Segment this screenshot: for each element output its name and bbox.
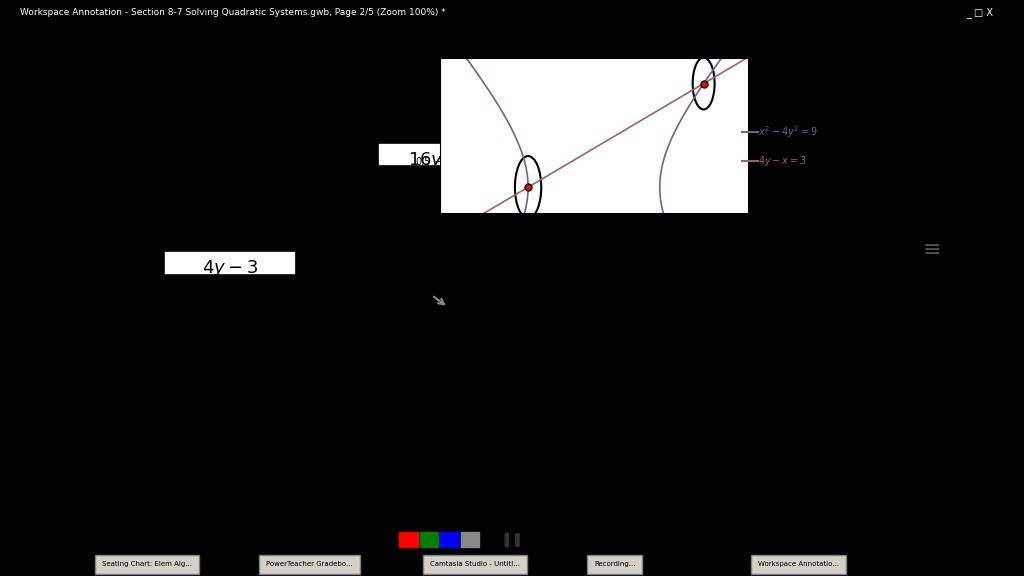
- Text: ▶ Start: ▶ Start: [10, 560, 44, 569]
- Text: Solve the system of equations.: Solve the system of equations.: [115, 66, 459, 88]
- Text: Camtasia Studio - Untitl...: Camtasia Studio - Untitl...: [430, 562, 520, 567]
- Bar: [399, 532, 418, 547]
- Text: $12$: $12$: [421, 252, 442, 268]
- Text: Workspace Annotation - Section 8-7 Solving Quadratic Systems.gwb, Page 2/5 (Zoom: Workspace Annotation - Section 8-7 Solvi…: [20, 9, 446, 17]
- Text: $x = $: $x = $: [89, 257, 120, 275]
- FancyBboxPatch shape: [378, 142, 481, 166]
- Text: $12y(y-2) = 0$: $12y(y-2) = 0$: [402, 215, 528, 237]
- Text: $x^2 - 4y^2 = 9$: $x^2 - 4y^2 = 9$: [81, 116, 199, 142]
- Text: ◄: ◄: [835, 535, 845, 547]
- Text: ≡: ≡: [923, 240, 941, 260]
- Text: $12y$: $12y$: [415, 235, 449, 256]
- Text: $16y^2$: $16y^2$: [408, 148, 451, 172]
- Text: Workspace Annotatio...: Workspace Annotatio...: [758, 562, 839, 567]
- Text: PowerTeacher Gradebo...: PowerTeacher Gradebo...: [266, 562, 353, 567]
- Text: $- 24y + 9$: $- 24y + 9$: [481, 148, 564, 169]
- Text: Seating Chart: Elem Alg...: Seating Chart: Elem Alg...: [102, 562, 193, 567]
- Y-axis label: y: y: [401, 126, 408, 135]
- Text: $-1$: $-1$: [122, 229, 147, 246]
- Bar: [461, 532, 479, 547]
- Text: $x^2 - 4y^2 = 9$: $x^2 - 4y^2 = 9$: [89, 294, 198, 318]
- FancyBboxPatch shape: [164, 251, 296, 275]
- Text: $-1$: $-1$: [292, 229, 316, 246]
- Text: $+2 \quad +2$: $+2 \quad +2$: [592, 255, 652, 269]
- Text: $-4y^2$: $-4y^2$: [633, 148, 680, 172]
- FancyBboxPatch shape: [611, 142, 702, 166]
- Bar: [379, 532, 397, 547]
- Text: ❚❚: ❚❚: [501, 533, 523, 547]
- Text: $4y - 3$: $4y - 3$: [202, 257, 258, 279]
- Text: $3-4y$: $3-4y$: [278, 208, 331, 229]
- Text: $12y^2 - 24y = 0$: $12y^2 - 24y = 0$: [402, 183, 536, 207]
- Text: $0$: $0$: [534, 235, 545, 252]
- Text: $y = 2$: $y = 2$: [592, 280, 641, 302]
- Text: $-1$: $-1$: [378, 229, 401, 245]
- Text: 2/5: 2/5: [892, 537, 910, 547]
- Text: $y - 2 = 0$: $y - 2 = 0$: [592, 239, 666, 260]
- Text: $4y - x = 3$: $4y - x = 3$: [81, 156, 177, 177]
- Text: $=$: $=$: [209, 215, 226, 232]
- Text: $-4y \qquad\quad -4y$: $-4y \qquad\quad -4y$: [81, 193, 207, 214]
- Text: $= 9$: $= 9$: [698, 148, 732, 166]
- Text: 12:52 PM: 12:52 PM: [975, 560, 1014, 569]
- Text: $-x$: $-x$: [122, 208, 147, 225]
- Text: $2$: $2$: [106, 284, 115, 297]
- Text: $y = 0$: $y = 0$: [402, 280, 452, 302]
- Text: $12$: $12$: [528, 252, 550, 268]
- Text: $(4y-3)^2 - 4y^2 = 9$: $(4y-3)^2 - 4y^2 = 9$: [386, 116, 553, 140]
- Text: $x^2-4y^2=9$: $x^2-4y^2=9$: [758, 124, 817, 141]
- X-axis label: x: x: [591, 236, 597, 245]
- Bar: [420, 532, 438, 547]
- Text: _ □ X: _ □ X: [967, 7, 993, 18]
- Text: Recording...: Recording...: [594, 562, 636, 567]
- Text: $4y-x=3$: $4y-x=3$: [758, 154, 807, 168]
- Bar: [440, 532, 459, 547]
- Text: ►: ►: [957, 535, 968, 547]
